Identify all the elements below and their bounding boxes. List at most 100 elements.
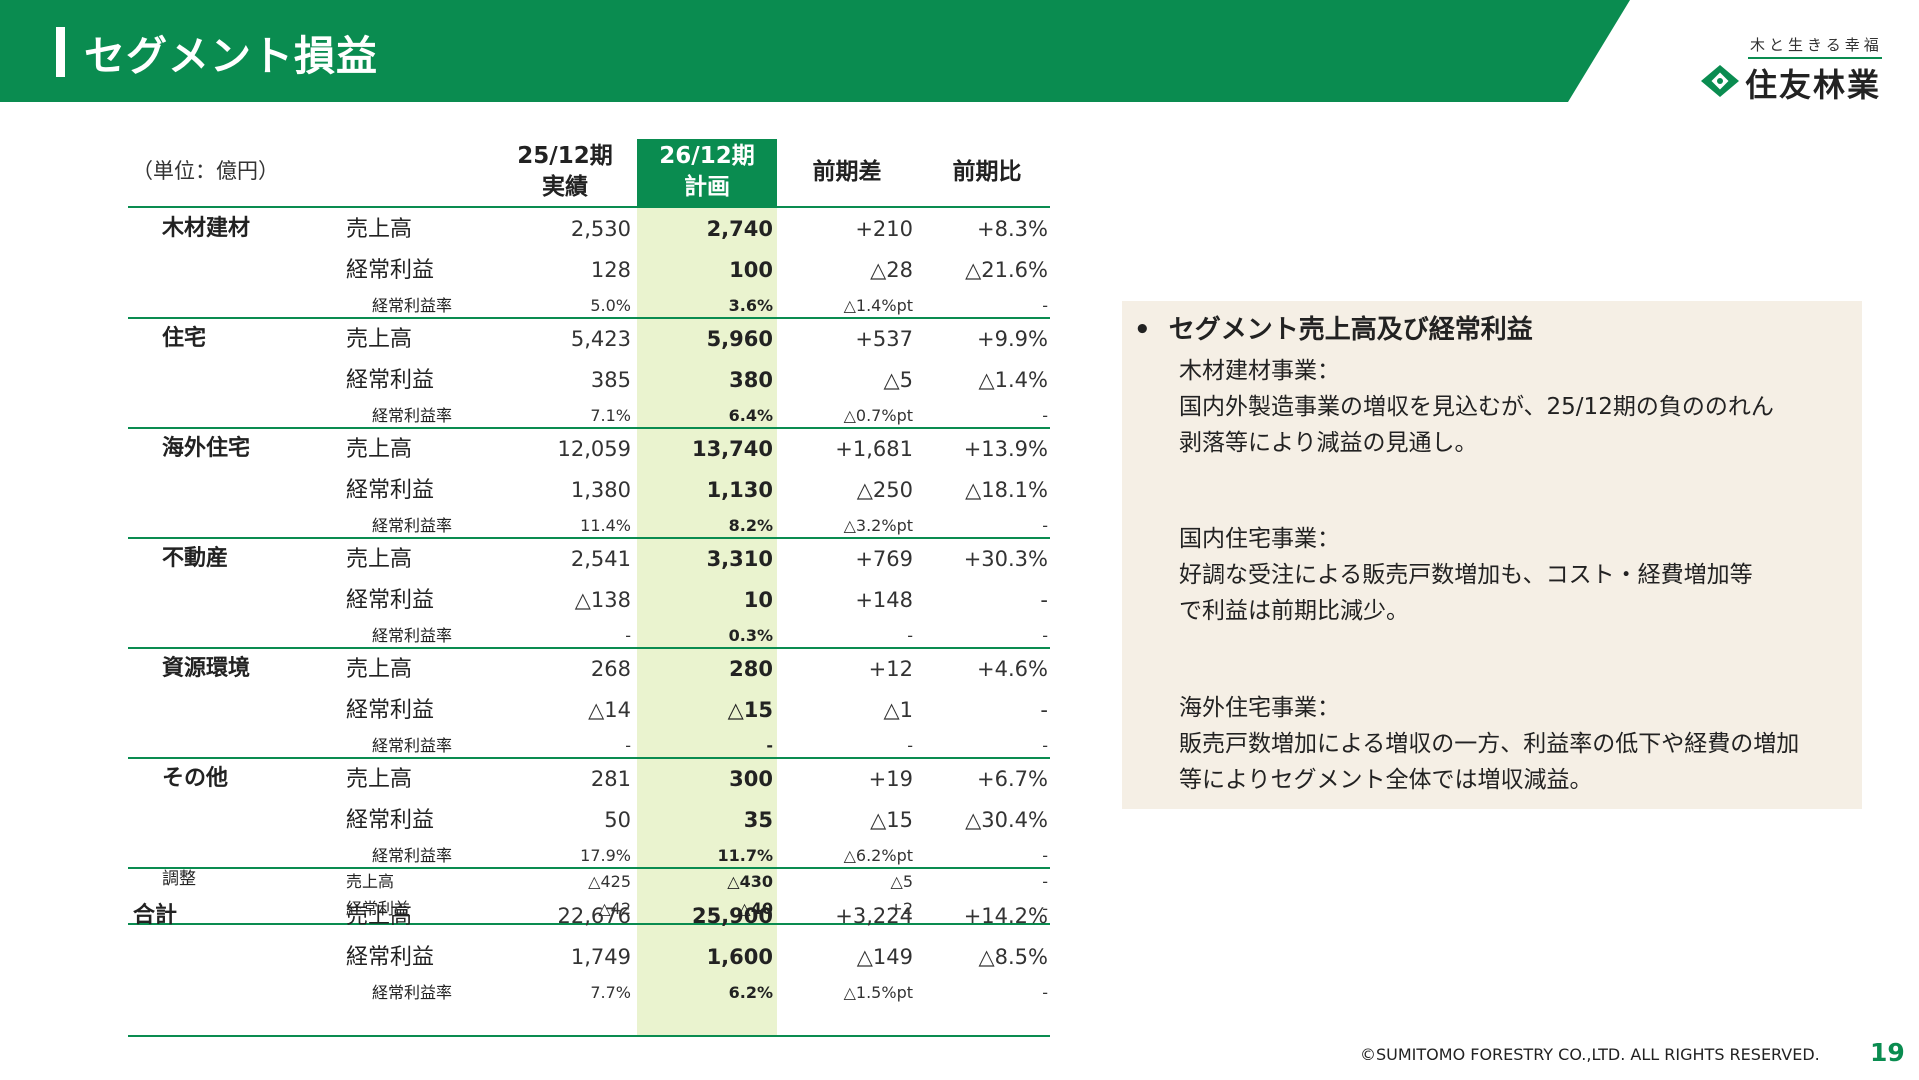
cell-plan: 10 (743, 588, 773, 612)
cell-actual: 22,676 (557, 904, 631, 928)
cell-ratio: - (1042, 406, 1048, 425)
cell-ratio: +30.3% (963, 547, 1048, 571)
cell-diff: +210 (855, 217, 913, 241)
row-label: 売上高 (346, 547, 413, 572)
row-label: 経常利益 (346, 698, 435, 723)
cell-plan: 2,740 (706, 217, 773, 241)
cell-diff: +148 (855, 588, 913, 612)
row-label: 経常利益 (346, 945, 435, 970)
cell-actual: △14 (588, 698, 631, 722)
cell-diff: +769 (855, 547, 913, 571)
cell-actual: 11.4% (580, 516, 631, 535)
row-label: 経常利益 (346, 478, 435, 503)
row-label: 売上高 (346, 872, 395, 891)
cell-diff: △5 (883, 368, 913, 392)
commentary-heading-text: セグメント売上高及び経常利益 (1168, 315, 1533, 345)
row-label: 経常利益 (346, 808, 435, 833)
cell-ratio: - (1042, 846, 1048, 865)
plan-column-highlight (637, 139, 777, 1036)
commentary-title-overseas: 海外住宅事業： (1179, 695, 1340, 721)
cell-actual: △425 (588, 872, 631, 891)
cell-plan: 0.3% (728, 626, 773, 645)
row-label: 経常利益 (346, 258, 435, 283)
segment-name: 不動産 (162, 546, 229, 571)
commentary-title-housing: 国内住宅事業： (1179, 526, 1340, 552)
cell-ratio: - (1042, 626, 1048, 645)
cell-actual: 50 (604, 808, 631, 832)
cell-actual: 2,541 (570, 547, 631, 571)
row-label: 売上高 (346, 657, 413, 682)
cell-plan: △430 (727, 872, 773, 891)
row-label: 売上高 (346, 904, 413, 929)
cell-actual: △42 (598, 899, 631, 918)
col-header-actual-type: 実績 (542, 174, 588, 200)
cell-ratio: - (1040, 698, 1048, 722)
segment-divider (128, 427, 1050, 429)
segment-divider (128, 1035, 1050, 1037)
cell-diff: +1,681 (835, 437, 913, 461)
page-title: セグメント損益 (84, 32, 378, 80)
cell-diff: △149 (856, 945, 913, 969)
commentary-panel: • セグメント売上高及び経常利益 木材建材事業： 国内外製造事業の増収を見込むが… (1122, 301, 1862, 809)
cell-plan: 8.2% (728, 516, 773, 535)
cell-plan: 3,310 (706, 547, 773, 571)
cell-plan: 300 (729, 767, 773, 791)
row-label: 売上高 (346, 767, 413, 792)
row-label: 売上高 (346, 327, 413, 352)
cell-actual: 12,059 (557, 437, 631, 461)
cell-actual: 1,380 (570, 478, 631, 502)
cell-ratio: +14.2% (963, 904, 1048, 928)
segment-divider (128, 317, 1050, 319)
cell-plan: 280 (729, 657, 773, 681)
cell-plan: 11.7% (717, 846, 773, 865)
cell-diff: - (907, 736, 913, 755)
cell-actual: 128 (590, 258, 631, 282)
cell-diff: △28 (870, 258, 913, 282)
commentary-line: 販売戸数増加による増収の一方、利益率の低下や経費の増加 (1179, 731, 1800, 757)
cell-plan: 5,960 (706, 327, 773, 351)
cell-ratio: △1.4% (978, 368, 1048, 392)
cell-plan: 6.4% (728, 406, 773, 425)
segment-divider (128, 537, 1050, 539)
row-label: 経常利益 (346, 588, 435, 613)
cell-diff: △0.7%pt (843, 406, 913, 425)
col-header-plan-period: 26/12期 (659, 143, 755, 169)
row-label: 経常利益率 (372, 406, 453, 425)
segment-name: 調整 (162, 869, 196, 889)
cell-actual: - (625, 626, 631, 645)
cell-ratio: +6.7% (977, 767, 1048, 791)
cell-diff: △1.5%pt (843, 983, 913, 1002)
cell-actual: 5,423 (570, 327, 631, 351)
cell-ratio: +9.9% (977, 327, 1048, 351)
col-header-diff: 前期差 (812, 159, 882, 185)
cell-plan: 100 (729, 258, 773, 282)
cell-actual: 1,749 (570, 945, 631, 969)
cell-ratio: △21.6% (965, 258, 1048, 282)
plan-column-header-bg (637, 139, 777, 207)
cell-actual: 17.9% (580, 846, 631, 865)
row-label: 経常利益率 (372, 516, 453, 535)
cell-diff: +2 (889, 899, 913, 918)
row-label: 経常利益率 (372, 296, 453, 315)
cell-plan: 380 (729, 368, 773, 392)
cell-ratio: +4.6% (977, 657, 1048, 681)
cell-plan: △15 (727, 698, 773, 722)
cell-ratio: - (1042, 296, 1048, 315)
cell-diff: △5 (890, 872, 913, 891)
segment-name: 住宅 (162, 326, 207, 351)
row-label: 経常利益率 (372, 626, 453, 645)
cell-plan: 6.2% (728, 983, 773, 1002)
cell-diff: △15 (870, 808, 913, 832)
cell-ratio: - (1040, 588, 1048, 612)
commentary-title-wood: 木材建材事業： (1179, 358, 1340, 384)
unit-label: （単位：億円） (132, 159, 279, 183)
segment-name: その他 (162, 766, 229, 791)
header-banner (0, 0, 1630, 102)
cell-plan: 1,600 (706, 945, 773, 969)
cell-diff: △1.4%pt (843, 296, 913, 315)
cell-actual: 385 (590, 368, 631, 392)
cell-ratio: △30.4% (965, 808, 1048, 832)
cell-ratio: - (1042, 516, 1048, 535)
cell-plan: 25,900 (691, 904, 773, 928)
cell-actual: 2,530 (570, 217, 631, 241)
